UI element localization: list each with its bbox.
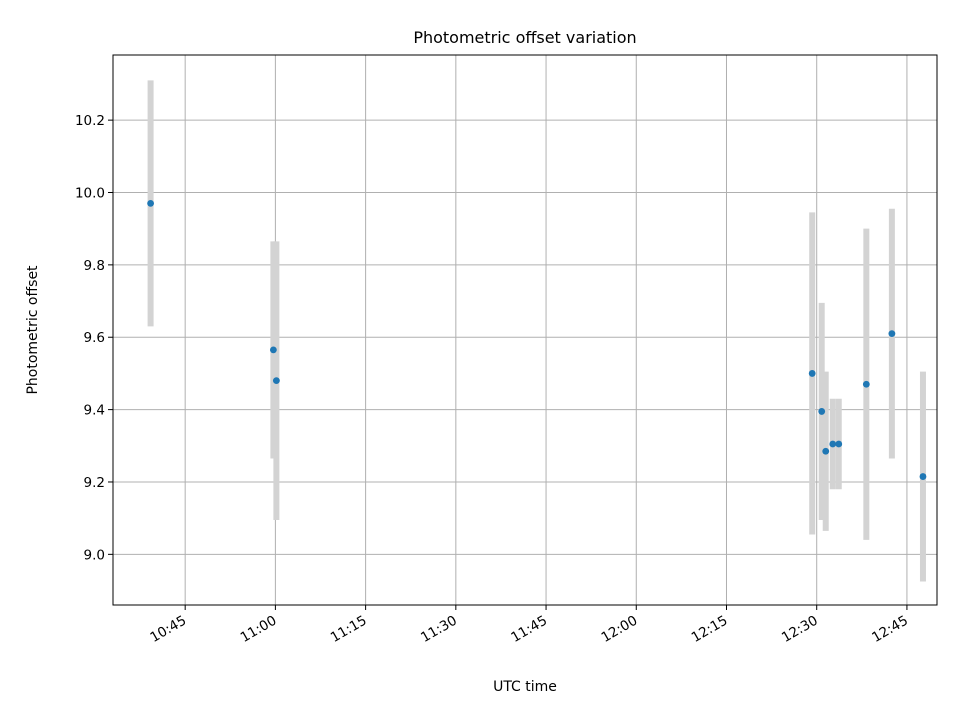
data-point	[822, 447, 830, 455]
data-point	[147, 199, 154, 207]
data-point	[888, 330, 896, 338]
y-tick-label: 9.6	[84, 330, 105, 346]
chart-title: Photometric offset variation	[413, 28, 636, 47]
y-tick-label: 10.0	[75, 186, 105, 202]
tick-layer: 10:45 11:00 11:15 11:30 11:45 12:00 12:15 12:30…	[75, 113, 911, 646]
y-tick-label: 9.8	[84, 258, 105, 274]
x-tick-label: 11:00	[238, 613, 280, 646]
x-tick-label: 12:45	[869, 613, 911, 646]
y-tick-label: 9.0	[84, 547, 105, 563]
x-tick-label: 12:30	[779, 613, 821, 646]
data-point	[808, 370, 816, 377]
data-point	[919, 473, 927, 480]
data-point	[835, 440, 843, 448]
x-axis-label: UTC time	[493, 679, 557, 695]
data-point	[269, 346, 277, 354]
x-tick-label: 11:45	[508, 613, 550, 646]
y-tick-label: 9.2	[84, 475, 105, 491]
data-point	[272, 377, 280, 385]
x-tick-label: 11:30	[418, 613, 460, 646]
data-point	[862, 380, 870, 388]
errorbar-layer	[147, 80, 926, 582]
grid-layer	[113, 55, 937, 605]
y-tick-label: 10.2	[75, 113, 105, 129]
data-point	[829, 440, 837, 448]
x-tick-label: 12:00	[599, 613, 641, 646]
x-tick-label: 11:15	[328, 613, 370, 646]
x-tick-label: 12:15	[689, 613, 731, 646]
x-tick-label: 10:45	[147, 613, 189, 646]
plot-frame	[112, 54, 938, 606]
data-point	[818, 408, 826, 415]
point-layer	[147, 199, 927, 480]
y-tick-label: 9.4	[84, 403, 105, 419]
y-axis-label: Photometric offset	[25, 265, 41, 395]
